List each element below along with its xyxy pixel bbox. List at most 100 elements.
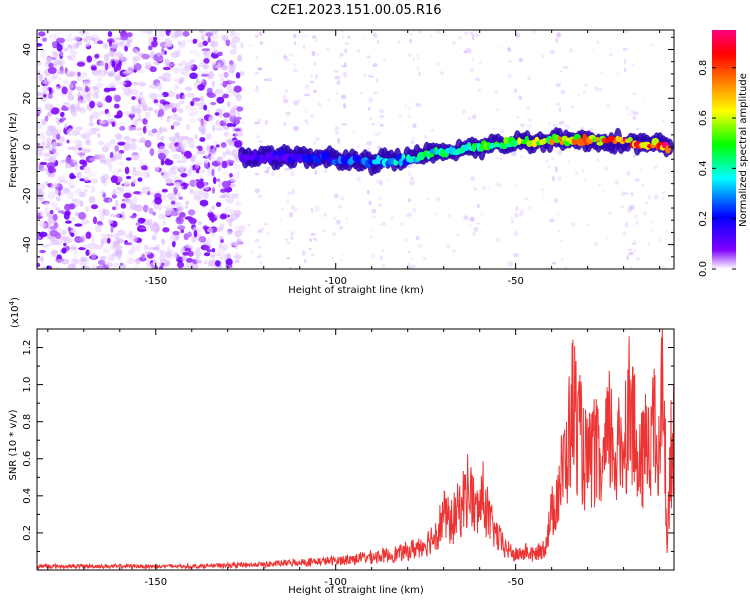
spectral-blob xyxy=(516,115,520,119)
spectral-blob xyxy=(129,142,137,151)
spectral-blob xyxy=(273,87,276,90)
spectral-blob xyxy=(90,178,99,184)
spectral-blob xyxy=(87,242,97,250)
spectral-blob xyxy=(222,118,229,124)
y-tick-label: 40 xyxy=(22,43,33,56)
spectral-blob xyxy=(657,238,661,242)
spectral-blob xyxy=(212,176,217,185)
spectral-blob xyxy=(542,196,545,198)
spectral-blob xyxy=(558,176,562,182)
spectral-blob xyxy=(85,249,90,256)
spectral-blob xyxy=(117,255,122,261)
spectral-blob xyxy=(177,204,185,212)
spectral-blob xyxy=(187,112,196,117)
spectral-blob xyxy=(97,76,103,83)
spectral-blob xyxy=(134,265,139,269)
spectral-blob xyxy=(622,231,627,236)
spectral-blob xyxy=(181,94,186,101)
spectral-blob xyxy=(75,126,83,131)
spectral-blob xyxy=(67,226,71,232)
spectral-blob xyxy=(218,242,223,249)
spectral-blob xyxy=(165,158,170,164)
spectral-blob xyxy=(226,122,234,127)
spectral-blob xyxy=(220,188,227,193)
spectral-blob xyxy=(173,67,180,74)
spectral-blob xyxy=(162,219,167,226)
spectral-blob xyxy=(254,71,259,75)
spectral-blob xyxy=(161,238,166,245)
spectral-blob xyxy=(66,139,70,144)
spectral-blob xyxy=(545,159,549,163)
spectral-blob xyxy=(160,158,165,166)
spectral-blob xyxy=(469,216,475,222)
spectral-blob xyxy=(211,168,215,177)
spectral-blob xyxy=(96,265,106,269)
spectral-blob xyxy=(107,198,112,204)
spectral-blob xyxy=(379,180,383,186)
spectral-blob xyxy=(74,149,78,157)
spectral-blob xyxy=(602,189,605,192)
spectral-blob xyxy=(556,150,563,156)
spectral-blob xyxy=(192,97,201,102)
spectral-blob xyxy=(190,100,195,107)
snr-scale-exp: 4 xyxy=(8,300,16,305)
spectral-blob xyxy=(64,123,68,130)
spectral-blob xyxy=(192,38,198,44)
spectral-blob xyxy=(83,166,89,170)
spectral-blob xyxy=(43,79,52,86)
spectral-blob xyxy=(630,109,635,114)
spectral-blob xyxy=(344,48,347,54)
spectral-blob xyxy=(617,184,620,187)
spectral-blob xyxy=(426,197,430,201)
ridge-cell xyxy=(557,136,562,141)
spectral-blob xyxy=(139,158,143,164)
spectral-blob xyxy=(168,102,177,110)
spectral-blob xyxy=(182,30,190,37)
spectral-blob xyxy=(373,91,378,95)
spectral-blob xyxy=(37,124,43,130)
spectral-blob xyxy=(93,73,99,78)
spectral-blob xyxy=(171,113,179,121)
spectral-blob xyxy=(85,31,90,37)
spectral-blob xyxy=(132,178,137,184)
spectral-blob xyxy=(400,222,404,226)
spectral-blob xyxy=(137,132,143,137)
spectral-blob xyxy=(233,37,240,44)
spectral-blob xyxy=(519,123,525,128)
spectral-blob xyxy=(115,152,123,160)
spectral-blob xyxy=(551,157,555,161)
spectral-blob xyxy=(147,106,154,112)
spectral-blob xyxy=(184,61,194,70)
spectral-blob xyxy=(56,44,63,52)
spectral-blob xyxy=(156,225,160,232)
spectral-blob xyxy=(340,196,345,201)
spectral-blob xyxy=(368,200,372,206)
spectral-blob xyxy=(640,169,643,172)
spectral-blob xyxy=(228,64,235,69)
spectral-blob xyxy=(635,256,640,261)
spectral-blob xyxy=(528,206,531,210)
spectral-blob xyxy=(124,166,130,175)
spectral-blob xyxy=(498,184,503,188)
spectral-blob xyxy=(383,59,386,62)
spectral-blob xyxy=(60,159,66,163)
spectral-blob xyxy=(118,122,127,126)
spectral-blob xyxy=(56,37,66,44)
spectral-blob xyxy=(310,207,313,213)
spectral-blob xyxy=(197,221,203,226)
snr-xlabel: Height of straight line (km) xyxy=(288,585,424,596)
spectral-blob xyxy=(259,226,265,232)
spectral-blob xyxy=(217,51,223,57)
spectral-blob xyxy=(131,152,140,161)
spectral-blob xyxy=(185,205,189,209)
spectral-blob xyxy=(84,184,91,189)
spectral-blob xyxy=(333,193,339,199)
spectral-blob xyxy=(220,252,227,259)
spectral-blob xyxy=(203,159,210,163)
spectral-blob xyxy=(563,65,569,69)
spectral-blob xyxy=(356,176,362,181)
spectral-blob xyxy=(285,89,288,93)
colorbar-tick-label: 0.8 xyxy=(698,60,709,76)
spectral-blob xyxy=(219,213,227,220)
spectral-blob xyxy=(53,151,59,158)
